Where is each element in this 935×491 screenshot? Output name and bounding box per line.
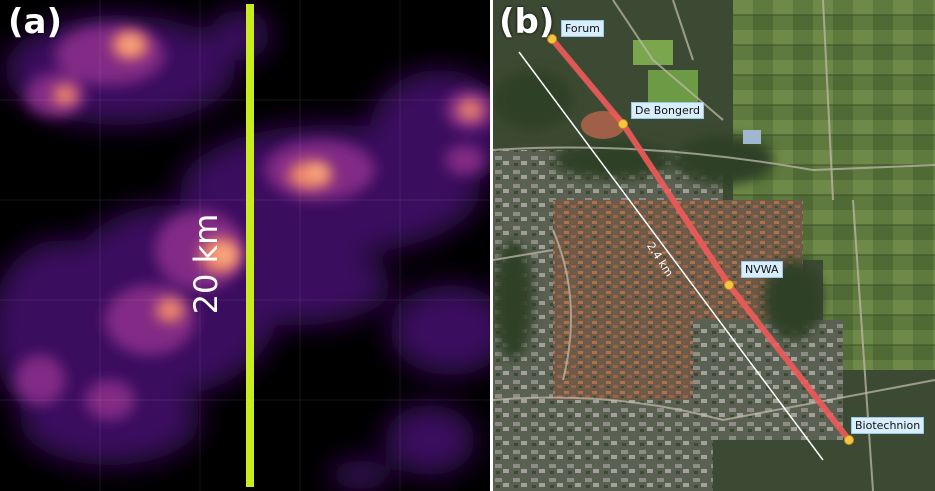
location-label-nvwa: NVWA	[741, 261, 783, 278]
panel-label-a: (a)	[8, 2, 63, 42]
panel-label-b: (b)	[499, 2, 555, 42]
location-markers	[547, 34, 854, 445]
location-label-biotechnion: Biotechnion	[851, 417, 925, 434]
location-label-de-bongerd: De Bongerd	[631, 102, 705, 119]
satellite-map-image	[493, 0, 935, 491]
heatmap-panel: 20 km (a)	[0, 0, 490, 491]
scale-bar-label: 20 km	[187, 213, 225, 315]
map-panel: Forum De Bongerd NVWA Biotechnion 2.4 km…	[493, 0, 935, 491]
scale-bar-line	[246, 4, 254, 487]
location-label-forum: Forum	[561, 20, 604, 37]
heatmap-image	[0, 0, 490, 491]
